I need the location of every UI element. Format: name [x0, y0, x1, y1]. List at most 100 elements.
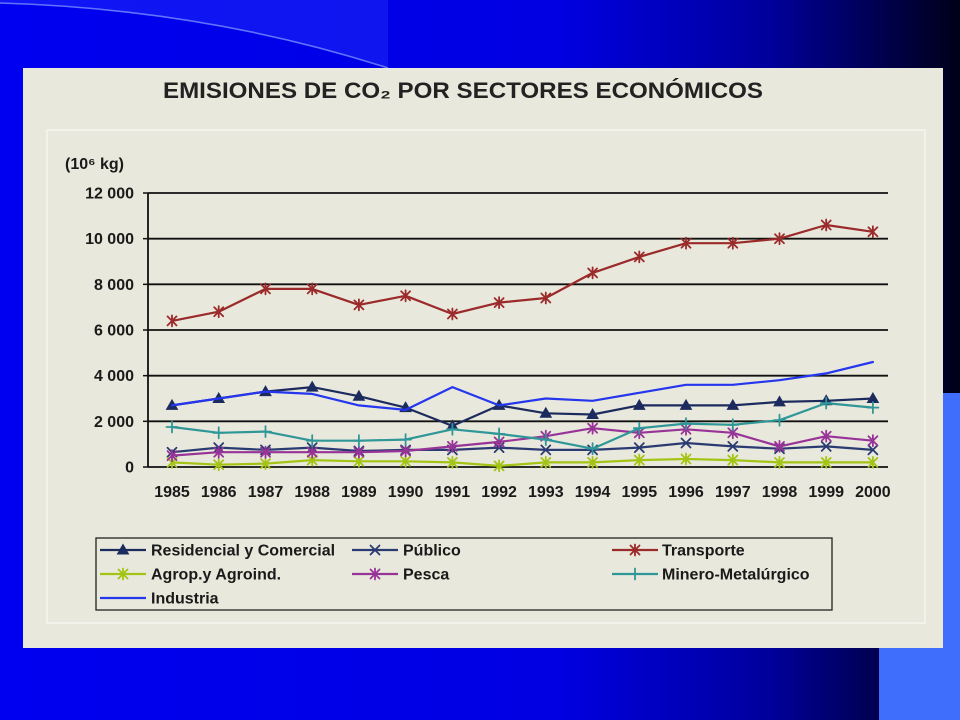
residencial-y-comercial-point: [726, 398, 740, 410]
y-tick-label: 2 000: [94, 414, 134, 431]
residencial-y-comercial-point: [352, 389, 366, 401]
legend-item-industria: Industria: [100, 591, 219, 608]
pesca-line: [170, 427, 875, 457]
minero-metalurgico-point: [446, 422, 459, 436]
legend-swatch-marker: [369, 544, 381, 556]
transporte-point: [867, 225, 879, 239]
slide-arc-line: [0, 2, 389, 69]
minero-metalurgico-point: [352, 434, 366, 448]
transporte-point: [306, 282, 318, 296]
x-tick-label: 1996: [668, 484, 704, 501]
agrop-y-agroind-point: [400, 454, 411, 468]
legend-item-minero-metalurgico: Minero-Metalúrgico: [612, 567, 810, 584]
agrop-y-agroind-line: [170, 457, 875, 467]
series-transporte: [166, 218, 879, 328]
x-tick-label: 2000: [855, 484, 891, 501]
x-tick-label: 1988: [294, 484, 330, 501]
legend-item-publico: Público: [352, 543, 461, 560]
series-publico: [166, 437, 879, 458]
minero-metalurgico-point: [212, 426, 226, 440]
transporte-point: [820, 218, 832, 232]
minero-metalurgico-point: [586, 442, 599, 456]
legend-label: Público: [403, 543, 461, 560]
y-tick-label: 0: [125, 460, 134, 477]
legend-label: Transporte: [662, 543, 745, 560]
publico-point: [820, 441, 832, 452]
legend-swatch-marker: [116, 543, 130, 555]
industria-line: [170, 360, 875, 411]
residencial-y-comercial-line: [170, 386, 875, 427]
legend-label: Pesca: [403, 567, 449, 584]
agrop-y-agroind-point: [774, 456, 785, 469]
transporte-line: [170, 223, 875, 322]
minero-metalurgico-point: [773, 413, 786, 427]
chart-title: EMISIONES DE CO₂ POR SECTORES ECONÓMICOS: [163, 78, 763, 103]
minero-metalurgico-point: [539, 433, 553, 446]
agrop-y-agroind-point: [447, 456, 458, 469]
pesca-point: [447, 440, 458, 453]
minero-metalurgico-point: [165, 420, 179, 434]
x-tick-label: 1999: [808, 484, 844, 501]
plot-frame: [46, 129, 926, 624]
transporte-point: [540, 291, 552, 305]
x-tick-label: 1998: [762, 484, 798, 501]
legend-item-transporte: Transporte: [612, 543, 745, 560]
residencial-y-comercial-point: [305, 380, 319, 392]
x-tick-label: 1985: [154, 484, 190, 501]
publico-point: [633, 442, 645, 453]
agrop-y-agroind-point: [587, 456, 598, 469]
pesca-point: [820, 429, 832, 443]
agrop-y-agroind-point: [540, 456, 552, 469]
minero-metalurgico-point: [679, 417, 693, 430]
legend-swatch-marker: [629, 543, 641, 557]
transporte-point: [166, 314, 178, 328]
transporte-point: [774, 232, 785, 246]
pesca-point: [213, 445, 225, 459]
y-axis-label: (10⁶ kg): [65, 156, 124, 173]
legend-item-agrop-y-agroind: Agrop.y Agroind.: [100, 567, 281, 584]
transporte-point: [587, 266, 598, 280]
x-tick-label: 1987: [248, 484, 284, 501]
agrop-y-agroind-point: [213, 458, 225, 472]
minero-metalurgico-line: [170, 402, 875, 450]
publico-point: [540, 444, 552, 456]
x-tick-label: 1989: [341, 484, 377, 501]
pesca-point: [260, 445, 271, 459]
minero-metalurgico-point: [819, 396, 833, 410]
y-tick-label: 12 000: [85, 186, 134, 203]
legend-swatch-marker: [628, 567, 642, 581]
legend: Residencial y Comercial Público Transporte…: [95, 537, 833, 611]
legend-item-pesca: Pesca: [352, 567, 449, 584]
transporte-point: [260, 282, 271, 296]
y-tick-label: 4 000: [94, 368, 134, 385]
transporte-point: [400, 289, 411, 303]
pesca-point: [867, 434, 879, 448]
y-tick-label: 10 000: [85, 231, 134, 248]
x-tick-label: 1997: [715, 484, 751, 501]
transporte-point: [213, 305, 225, 319]
agrop-y-agroind-point: [867, 456, 879, 469]
minero-metalurgico-point: [866, 401, 880, 414]
pesca-point: [166, 449, 178, 462]
series-minero-metalurgico: [165, 396, 880, 456]
residencial-y-comercial-point: [773, 395, 786, 407]
legend-label: Minero-Metalúrgico: [662, 567, 810, 584]
legend-box: [95, 537, 833, 611]
legend-label: Residencial y Comercial: [151, 543, 335, 560]
minero-metalurgico-point: [399, 433, 412, 446]
minero-metalurgico-point: [492, 427, 506, 441]
legend-label: Agrop.y Agroind.: [151, 567, 281, 584]
minero-metalurgico-point: [305, 434, 319, 448]
agrop-y-agroind-point: [820, 456, 832, 469]
gridlines: 0 2 000 4 000 6 000 8 000 10 000 12 000 1985 198…: [85, 186, 891, 502]
minero-metalurgico-point: [632, 421, 646, 435]
series-agrop-y-agroind: [166, 452, 879, 473]
pesca-point: [353, 445, 365, 459]
series-group: [165, 218, 880, 473]
agrop-y-agroind-point: [680, 452, 692, 466]
x-tick-label: 1986: [201, 484, 237, 501]
minero-metalurgico-point: [259, 425, 272, 438]
transporte-point: [353, 298, 365, 312]
